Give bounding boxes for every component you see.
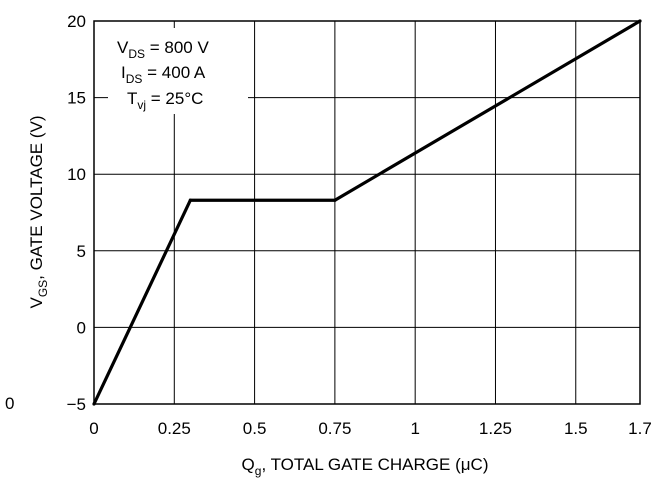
data-point	[333, 198, 337, 202]
y-axis-label: VGS, GATE VOLTAGE (V)	[27, 115, 50, 308]
y-tick-label: 0	[77, 318, 86, 337]
annotation-background	[108, 28, 248, 114]
y-tick-label: 20	[67, 12, 86, 31]
annotation-tvj: Tvj = 25°C	[127, 89, 203, 112]
x-tick-label: 1.25	[479, 419, 512, 438]
data-points	[92, 19, 642, 406]
annotation-ids: IDS = 400 A	[121, 63, 206, 86]
x-tick-label: 0.5	[243, 419, 267, 438]
y-tick-label: 10	[67, 165, 86, 184]
y-tick-label: −5	[67, 395, 86, 414]
data-point	[638, 19, 642, 23]
x-tick-label: 0.75	[318, 419, 351, 438]
x-tick-label: 1.5	[564, 419, 588, 438]
stray-zero-label: 0	[5, 394, 14, 413]
y-tick-labels: −5 0 5 10 15 20	[67, 12, 86, 414]
x-tick-label: 0	[89, 419, 98, 438]
data-point	[188, 198, 192, 202]
plot-frame	[93, 20, 641, 405]
y-tick-label: 15	[67, 89, 86, 108]
x-tick-label: 0.25	[158, 419, 191, 438]
annotation-vds: VDS = 800 V	[117, 38, 209, 61]
x-axis-label: Qg, TOTAL GATE CHARGE (μC)	[242, 455, 489, 478]
y-tick-label: 5	[77, 242, 86, 261]
data-point	[92, 402, 96, 406]
x-tick-labels: 0 0.25 0.5 0.75 1 1.25 1.5 1.7	[89, 419, 652, 438]
x-tick-label: 1	[410, 419, 419, 438]
series-line	[92, 19, 641, 405]
x-tick-label: 1.7	[628, 419, 652, 438]
